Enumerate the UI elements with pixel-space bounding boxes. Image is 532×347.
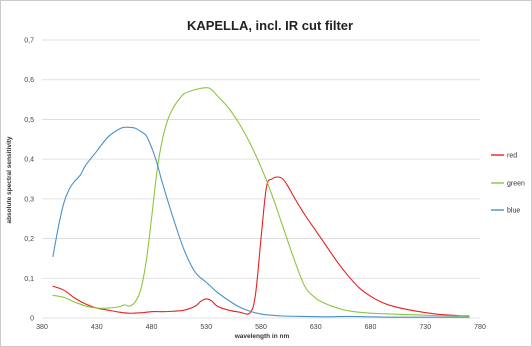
y-tick-label: 0,6 [24,77,34,84]
y-tick-label: 0 [30,316,34,323]
chart-title: KAPELLA, incl. IR cut filter [187,18,353,33]
grid-layer [42,39,480,319]
x-tick-label: 530 [200,324,212,331]
y-tick-label: 0,5 [24,117,34,124]
legend: red green blue [491,153,525,215]
x-tick-label: 680 [365,324,377,331]
series-line-red [52,176,470,317]
y-axis-label: absolute spectral sensitivity [6,136,13,223]
y-tick-label: 0,1 [24,276,34,283]
legend-label-red: red [507,153,517,160]
series-line-green [52,87,470,317]
x-tick-label: 580 [255,324,267,331]
legend-label-blue: blue [507,208,520,215]
legend-label-green: green [507,181,525,188]
x-tick-label: 630 [310,324,322,331]
x-tick-label: 480 [146,324,158,331]
y-tick-label: 0,4 [24,157,34,164]
y-tick-label: 0,7 [24,38,34,45]
x-tick-labels: 380 430 480 530 580 630 680 730 780 [36,324,486,331]
x-tick-label: 730 [419,324,431,331]
y-tick-labels: 0 0,1 0,2 0,3 0,4 0,5 0,6 0,7 [24,38,34,323]
series-layer [52,87,470,318]
series-line-blue [52,126,470,318]
x-tick-label: 430 [91,324,103,331]
x-axis-label: wavelength in nm [234,333,290,340]
y-tick-label: 0,2 [24,236,34,243]
x-tick-label: 380 [36,324,48,331]
y-tick-label: 0,3 [24,196,34,203]
x-tick-label: 780 [474,324,486,331]
